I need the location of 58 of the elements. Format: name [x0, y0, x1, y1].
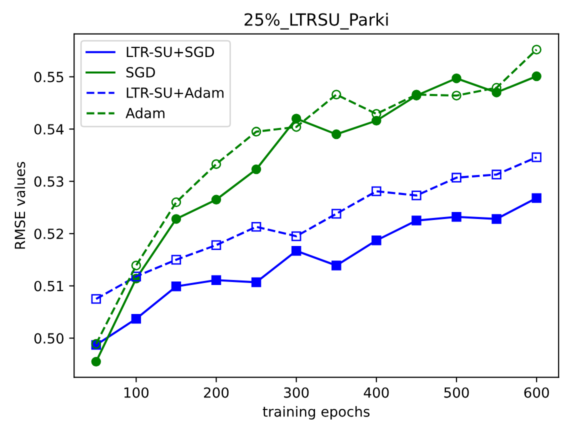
point: [332, 90, 342, 100]
point: [332, 129, 342, 140]
x-tick-label: 100: [124, 387, 148, 398]
point: [372, 186, 382, 196]
point: [251, 126, 262, 137]
x-tick-label: 400: [364, 387, 389, 398]
y-tick-label: 0.51: [34, 280, 64, 292]
point: [211, 194, 222, 204]
x-tick-label: 600: [524, 387, 549, 398]
legend-label: LTR-SU+SGD: [126, 46, 214, 58]
x-tick-label: 500: [444, 387, 469, 398]
point: [452, 172, 462, 183]
point: [251, 222, 262, 232]
point: [332, 260, 342, 270]
point: [91, 294, 101, 304]
x-axis-title: training epochs: [262, 406, 370, 420]
y-tick-label: 0.55: [34, 72, 64, 82]
point: [211, 240, 222, 250]
point: [412, 190, 422, 200]
point: [171, 197, 182, 208]
point: [492, 170, 502, 180]
point: [291, 231, 302, 242]
y-tick-label: 0.52: [34, 228, 63, 240]
point: [211, 159, 222, 169]
point: [492, 214, 502, 224]
point: [372, 236, 382, 246]
point: [452, 212, 462, 222]
point: [452, 73, 462, 84]
point: [131, 314, 142, 324]
y-tick-label: 0.53: [34, 176, 64, 187]
point: [412, 216, 422, 226]
legend-label: SGD: [126, 67, 155, 78]
point: [532, 44, 542, 54]
y-tick-label: 0.54: [34, 124, 64, 135]
chart-title: 25%_LTRSU_Parki: [244, 12, 388, 30]
point: [332, 208, 342, 219]
legend-label: LTR-SU+Adam: [126, 87, 224, 98]
point: [171, 214, 182, 224]
point: [131, 260, 142, 270]
point: [532, 71, 542, 82]
x-tick-label: 300: [284, 387, 309, 398]
point: [372, 109, 382, 119]
point: [532, 152, 542, 162]
point: [171, 254, 182, 265]
point: [291, 114, 302, 124]
point: [171, 282, 182, 292]
point: [291, 122, 302, 132]
point: [211, 275, 222, 285]
point: [291, 246, 302, 256]
y-axis-title: RMSE values: [14, 162, 26, 249]
point: [452, 90, 462, 100]
y-tick-label: 0.50: [34, 333, 64, 344]
x-tick-label: 200: [204, 387, 229, 398]
legend-label: Adam: [126, 108, 164, 118]
point: [532, 193, 542, 203]
point: [251, 164, 262, 174]
point: [91, 356, 101, 367]
point: [251, 277, 262, 288]
